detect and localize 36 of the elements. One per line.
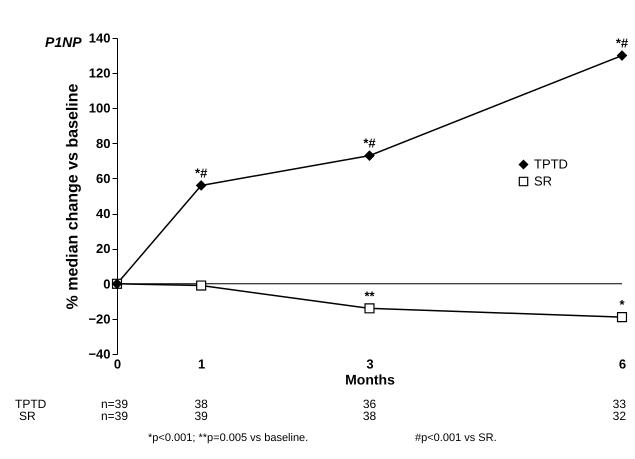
text: #p<0.001 vs SR. [415,432,497,444]
y-tick-label: 60 [96,170,110,186]
legend-label: TPTD [534,156,568,172]
text: 38 [362,409,376,423]
x-tick-label: 6 [618,356,626,372]
y-tick-label: 100 [88,100,110,116]
y-tick-label: −20 [88,311,110,326]
x-tick-label: 1 [198,356,206,372]
x-tick-label: 0 [114,356,122,372]
text: 36 [362,397,376,411]
annotation: * [619,297,626,312]
text: SR [19,409,36,423]
text: 39 [194,409,208,423]
chart-title: P1NP [45,34,82,50]
y-tick-label: −40 [88,346,110,362]
y-tick-label: 20 [96,241,110,256]
text: TPTD [15,397,47,411]
x-tick-label: 3 [366,356,374,372]
text: 33 [612,397,626,411]
legend-label: SR [534,174,552,188]
y-tick-label: 0 [103,276,110,292]
text: 38 [194,397,208,411]
x-axis-title: Months [345,372,396,388]
text: n=39 [101,409,128,423]
y-axis-title: % median change vs baseline [64,83,82,310]
y-tick-label: 40 [96,206,110,222]
y-tick-label: 140 [88,30,110,46]
annotation: *# [363,136,376,151]
text: 32 [612,409,626,423]
annotation: *# [195,165,208,180]
annotation: ** [364,288,376,304]
text: *p<0.001; **p=0.005 vs baseline. [148,432,308,444]
text: n=39 [101,397,128,411]
annotation: *# [616,36,629,51]
y-tick-label: 120 [88,66,110,81]
y-tick-label: 80 [96,136,110,151]
